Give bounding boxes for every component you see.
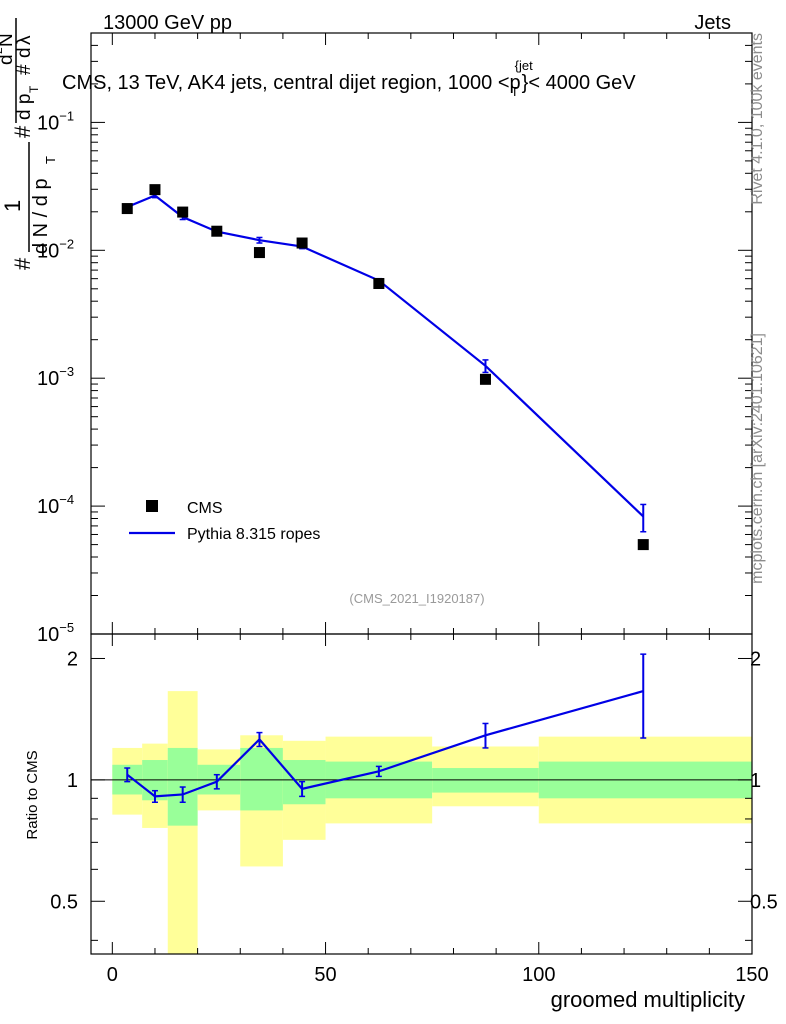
- cms-data-point: [479, 373, 491, 385]
- analysis-id: (CMS_2021_I1920187): [349, 591, 484, 606]
- ratio-y-label: Ratio to CMS: [24, 750, 41, 839]
- ylabel-d: d: [0, 54, 17, 65]
- ylabel-hash1: #: [10, 257, 35, 270]
- plot-frames: [90, 32, 753, 955]
- cms-data-point: [149, 184, 161, 196]
- y-tick-label: 10−5: [37, 620, 74, 646]
- cms-data-point: [296, 237, 308, 249]
- side-label-upper: Rivet 4.1.0, 100k events: [749, 33, 766, 205]
- ratio-plot-frame: [90, 633, 753, 955]
- ylabel-hash2: #: [10, 125, 35, 138]
- ratio-band-inner: [240, 747, 283, 811]
- ylabel-dp-sub: T: [27, 85, 41, 93]
- x-axis-label: groomed multiplicity: [551, 987, 745, 1012]
- axis-ticks: 0 50 100 150 10−1 10−2 10−3 10−4 10−5 0.5 0.5 1 1 2 2: [37, 32, 778, 986]
- chart-title-main: CMS, 13 TeV, AK4 jets, central dijet reg…: [62, 72, 521, 94]
- side-label-lower: mcplots.cern.ch [arXiv:2401.10621]: [749, 333, 766, 584]
- cms-data-point: [121, 203, 133, 215]
- x-tick-label: 0: [107, 964, 118, 986]
- legend-label-pythia: Pythia 8.315 ropes: [187, 526, 320, 543]
- chart-title-sub: T: [511, 84, 519, 99]
- data-series: [121, 184, 649, 551]
- pythia-line: [126, 194, 645, 518]
- ylabel-N: N: [0, 33, 17, 47]
- legend-marker-cms: [146, 500, 158, 512]
- ylabel-dp: d p: [14, 94, 35, 120]
- cms-data-point: [177, 206, 189, 218]
- ratio-tick-label-right: 1: [750, 770, 761, 792]
- ylabel-lambda: λ: [14, 35, 35, 45]
- y-tick-label: 10−4: [37, 492, 74, 518]
- ratio-tick-label-right: 2: [750, 648, 761, 670]
- legend: CMS Pythia 8.315 ropes: [129, 500, 320, 543]
- ylabel-den: d N / d p: [30, 178, 52, 254]
- ylabel-hash3: #: [14, 64, 35, 75]
- header-left: 13000 GeV pp: [103, 12, 232, 34]
- y-tick-label: 10−2: [37, 236, 74, 262]
- y-axis-label: # 1 d N / d p T # d 2 N d p T # d λ: [0, 18, 58, 270]
- mc-series: [124, 192, 647, 804]
- ylabel-sq: 2: [0, 47, 5, 54]
- ratio-tick-label-left: 1: [67, 770, 78, 792]
- cms-data-point: [637, 539, 649, 551]
- ratio-tick-label-left: 2: [67, 648, 78, 670]
- ratio-tick-label-right: 0.5: [750, 891, 778, 913]
- ylabel-den-sub: T: [43, 156, 58, 164]
- y-tick-label: 10−1: [37, 108, 74, 134]
- y-tick-label: 10−3: [37, 364, 74, 390]
- ylabel-one: 1: [0, 200, 25, 212]
- header-right: Jets: [694, 12, 731, 34]
- chart-title-tail: }< 4000 GeV: [522, 72, 637, 94]
- chart-title-sup: {jet: [515, 58, 533, 73]
- ratio-uncertainty-bands: [112, 691, 752, 954]
- cms-data-point: [211, 225, 223, 237]
- cms-data-point: [253, 247, 265, 259]
- cms-data-point: [373, 278, 385, 290]
- ratio-tick-label-left: 0.5: [50, 891, 78, 913]
- x-tick-label: 100: [522, 964, 555, 986]
- ylabel-d2: d: [14, 47, 35, 58]
- x-tick-label: 50: [314, 964, 336, 986]
- chart-title: CMS, 13 TeV, AK4 jets, central dijet reg…: [62, 58, 636, 99]
- legend-label-cms: CMS: [187, 500, 223, 517]
- x-tick-label: 150: [735, 964, 768, 986]
- main-plot-frame: [90, 32, 753, 635]
